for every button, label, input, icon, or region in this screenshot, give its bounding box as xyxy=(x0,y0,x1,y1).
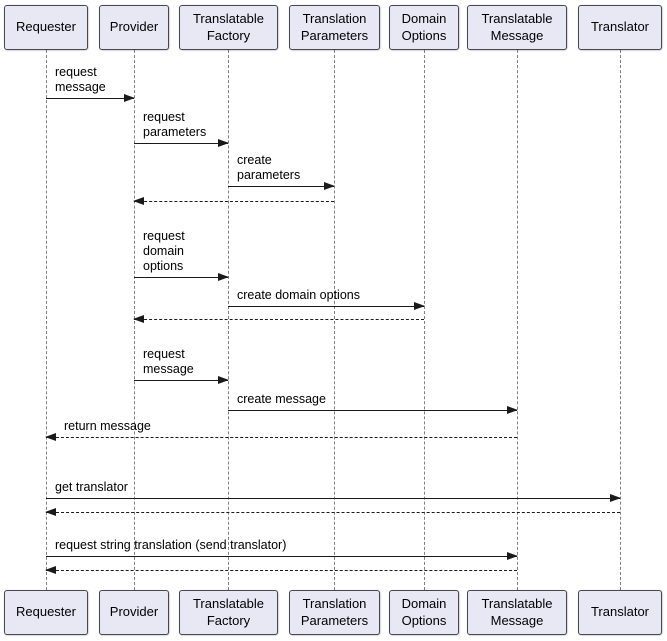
message-label: return message xyxy=(64,419,151,433)
participant-box-top-translator: Translator xyxy=(578,5,662,50)
participant-box-top-requester: Requester xyxy=(4,5,88,50)
arrowhead-left xyxy=(45,508,56,516)
participant-box-top-provider: Provider xyxy=(99,5,169,50)
participant-box-bottom-translatable-message: Translatable Message xyxy=(467,590,567,635)
participant-box-bottom-domain-options: Domain Options xyxy=(389,590,459,635)
message-line xyxy=(134,277,228,278)
arrowhead-right xyxy=(507,552,518,560)
arrowhead-right xyxy=(414,302,425,310)
lifeline-translation-parameters xyxy=(334,50,335,590)
message-line xyxy=(228,410,517,411)
participant-box-bottom-requester: Requester xyxy=(4,590,88,635)
message-label: create domain options xyxy=(237,288,360,302)
participant-box-bottom-provider: Provider xyxy=(99,590,169,635)
message-label: create parameters xyxy=(237,153,301,182)
participant-box-bottom-translatable-factory: Translatable Factory xyxy=(179,590,278,635)
arrowhead-left xyxy=(133,197,144,205)
message-label: request parameters xyxy=(143,110,207,139)
message-label: request domain options xyxy=(143,229,185,273)
message-line xyxy=(46,98,134,99)
participant-box-top-translatable-factory: Translatable Factory xyxy=(179,5,278,50)
message-line xyxy=(46,556,517,557)
message-label: request message xyxy=(55,65,106,94)
message-line xyxy=(134,143,228,144)
arrowhead-right xyxy=(218,273,229,281)
message-line xyxy=(134,319,424,320)
message-line xyxy=(134,380,228,381)
message-line xyxy=(228,306,424,307)
message-line xyxy=(46,512,620,513)
lifeline-domain-options xyxy=(424,50,425,590)
message-line xyxy=(134,201,334,202)
participant-box-top-translatable-message: Translatable Message xyxy=(467,5,567,50)
arrowhead-right xyxy=(324,182,335,190)
arrowhead-left xyxy=(45,566,56,574)
arrowhead-right xyxy=(507,406,518,414)
lifeline-requester xyxy=(46,50,47,590)
lifeline-translatable-factory xyxy=(228,50,229,590)
message-line xyxy=(46,570,517,571)
arrowhead-right xyxy=(218,139,229,147)
message-label: request string translation (send transla… xyxy=(55,538,287,552)
message-label: create message xyxy=(237,392,326,406)
message-line xyxy=(46,437,517,438)
lifeline-translatable-message xyxy=(517,50,518,590)
lifeline-translator xyxy=(620,50,621,590)
participant-box-top-translation-parameters: Translation Parameters xyxy=(289,5,380,50)
message-line xyxy=(46,498,620,499)
arrowhead-right xyxy=(218,376,229,384)
message-label: get translator xyxy=(55,480,128,494)
arrowhead-left xyxy=(133,315,144,323)
participant-box-bottom-translator: Translator xyxy=(578,590,662,635)
arrowhead-right xyxy=(124,94,135,102)
message-label: request message xyxy=(143,347,194,376)
participant-box-bottom-translation-parameters: Translation Parameters xyxy=(289,590,380,635)
arrowhead-left xyxy=(45,433,56,441)
participant-box-top-domain-options: Domain Options xyxy=(389,5,459,50)
message-line xyxy=(228,186,334,187)
arrowhead-right xyxy=(610,494,621,502)
